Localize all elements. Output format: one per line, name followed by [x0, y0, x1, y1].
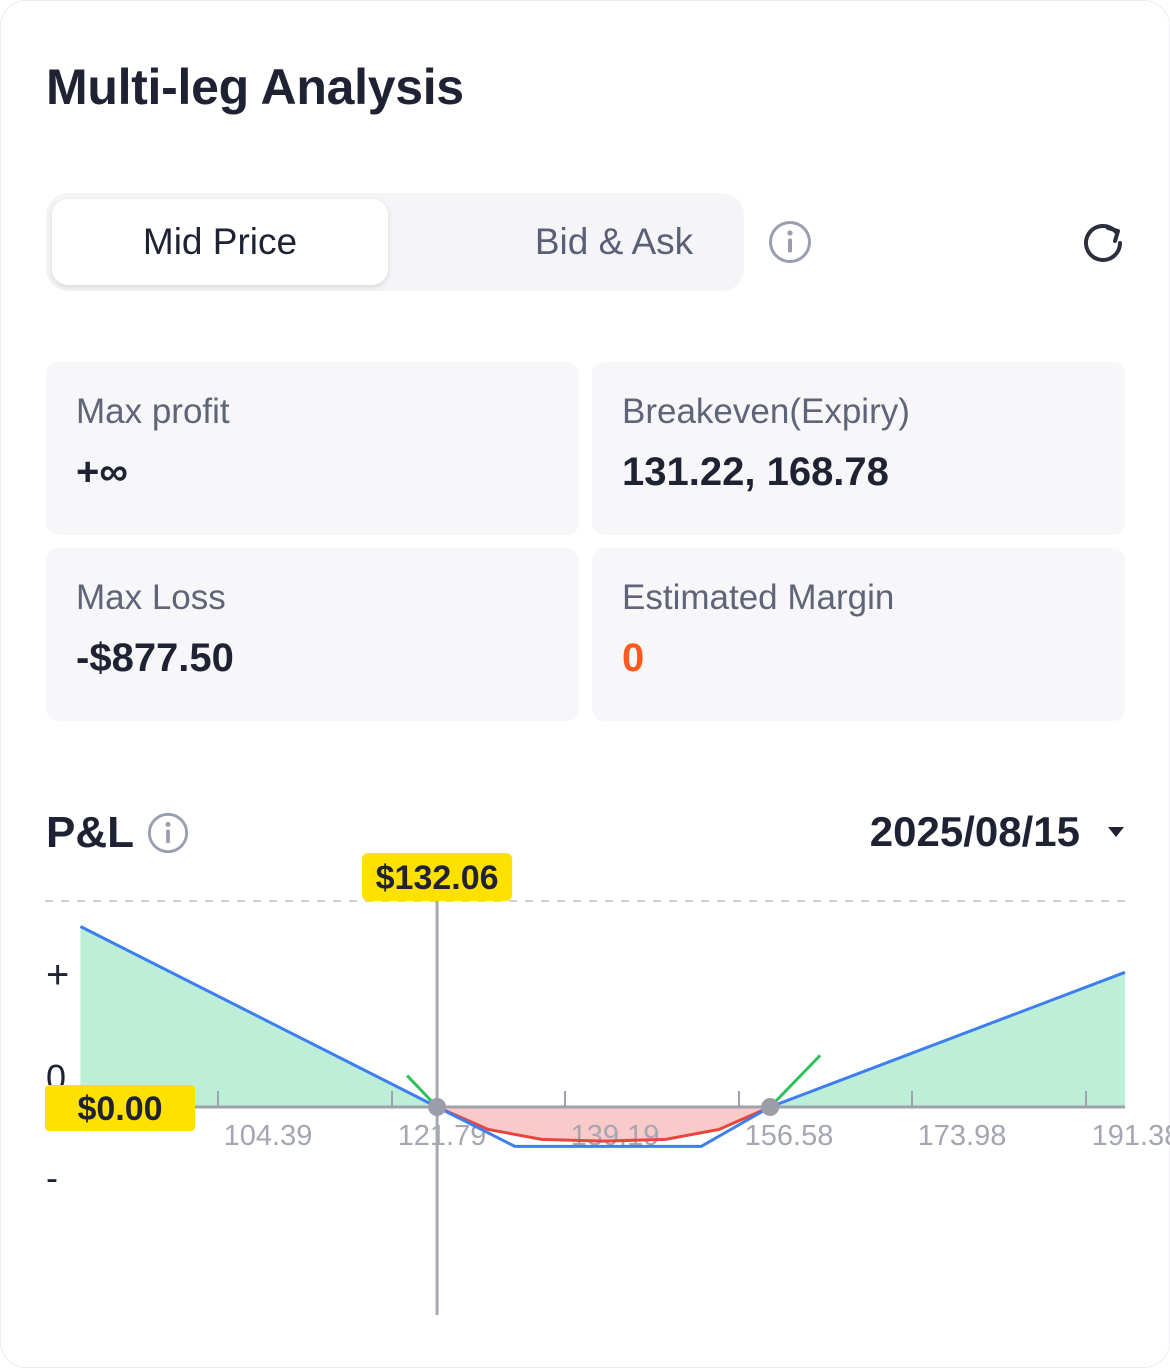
price-mode-info-icon[interactable]: [766, 218, 814, 266]
loss-area: [437, 1107, 771, 1142]
max-profit-value: +∞: [76, 450, 128, 494]
mid-price-tab[interactable]: Mid Price: [52, 199, 388, 285]
pl-title: P&L: [46, 808, 134, 857]
y-label-plus: +: [46, 953, 69, 997]
x-tick-label: 104.39: [224, 1120, 313, 1152]
breakeven-card: Breakeven(Expiry) 131.22, 168.78: [592, 362, 1125, 535]
breakeven-marker: [428, 1098, 447, 1116]
bid-ask-tab[interactable]: Bid & Ask: [534, 221, 694, 262]
current-price-label: $132.06: [376, 859, 499, 897]
pl-info-icon[interactable]: [145, 810, 191, 856]
today-pl-line-profit-right: [769, 1054, 822, 1109]
max-profit-card: Max profit +∞: [46, 362, 579, 535]
price-mode-toggle: Mid Price Bid & Ask: [46, 193, 744, 291]
estimated-margin-value: 0: [622, 636, 645, 680]
max-loss-card: Max Loss -$877.50: [46, 548, 579, 721]
expiry-pl-line: [79, 925, 1126, 1148]
x-tick-label: 191.38: [1092, 1120, 1170, 1152]
max-profit-label: Max profit: [76, 392, 230, 431]
max-loss-value: -$877.50: [76, 636, 234, 680]
current-price-badge: [362, 853, 513, 901]
x-tick-label: 156.58: [745, 1120, 834, 1152]
estimated-margin-label: Estimated Margin: [622, 578, 895, 617]
expiry-date-selector[interactable]: 2025/08/15: [870, 808, 1124, 856]
expiry-date-value: 2025/08/15: [869, 808, 1080, 855]
refresh-icon[interactable]: [1080, 220, 1126, 266]
x-tick-label: 173.98: [918, 1120, 1007, 1152]
max-loss-label: Max Loss: [76, 578, 226, 617]
breakeven-marker: [761, 1098, 780, 1116]
today-pl-line-loss: [436, 1105, 771, 1143]
y-label-minus: -: [46, 1157, 58, 1198]
pl-chart[interactable]: 104.39121.79139.19156.58173.98191.38+0-$…: [0, 840, 1170, 1340]
estimated-margin-card: Estimated Margin 0: [592, 548, 1125, 721]
page-title: Multi-leg Analysis: [46, 59, 464, 115]
breakeven-value: 131.22, 168.78: [622, 450, 889, 494]
zero-value-label: $0.00: [77, 1090, 162, 1128]
zero-value-badge: [45, 1085, 195, 1131]
breakeven-label: Breakeven(Expiry): [622, 392, 910, 431]
caret-down-icon: [1108, 827, 1124, 837]
